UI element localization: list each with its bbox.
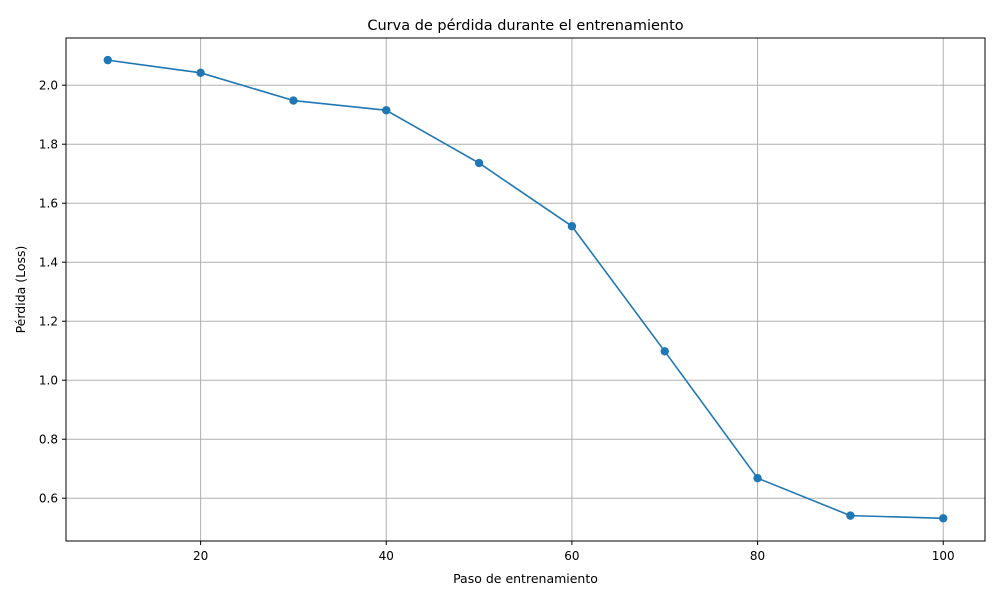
series-layer: [103, 55, 948, 523]
y-tick-label: 1.6: [39, 197, 58, 211]
y-tick-label: 0.6: [39, 492, 58, 506]
x-axis-label: Paso de entrenamiento: [453, 571, 598, 586]
y-axis-label: Pérdida (Loss): [13, 246, 28, 334]
plot-area: [66, 38, 985, 541]
data-point: [382, 106, 391, 115]
x-tick-label: 80: [750, 549, 765, 563]
data-point: [289, 96, 298, 105]
y-tick-label: 1.8: [39, 138, 58, 152]
data-point: [939, 514, 948, 523]
y-tick-label: 1.4: [39, 256, 58, 270]
data-point: [753, 473, 762, 483]
y-tick-label: 0.8: [39, 433, 58, 447]
data-point: [474, 158, 484, 168]
series-line: [106, 59, 945, 520]
x-tick-label: 100: [932, 549, 955, 563]
axis-ticks: 20 40 60 80 100 0.6 0.8 1.0 1.2 1.4 1.6 1.8 2.0: [39, 79, 955, 563]
y-tick-label: 2.0: [39, 79, 58, 93]
data-point: [660, 347, 669, 356]
data-point: [567, 222, 577, 231]
chart-title: Curva de pérdida durante el entrenamient…: [367, 18, 683, 34]
grid-lines: [66, 38, 985, 541]
x-tick-label: 60: [564, 549, 579, 563]
data-point: [196, 68, 205, 78]
x-tick-label: 40: [379, 549, 394, 563]
data-point: [846, 511, 855, 520]
plot-frame: [65, 37, 986, 542]
y-tick-label: 1.0: [39, 374, 58, 388]
y-tick-label: 1.2: [39, 315, 58, 329]
data-point: [103, 55, 112, 65]
x-tick-label: 20: [193, 549, 208, 563]
